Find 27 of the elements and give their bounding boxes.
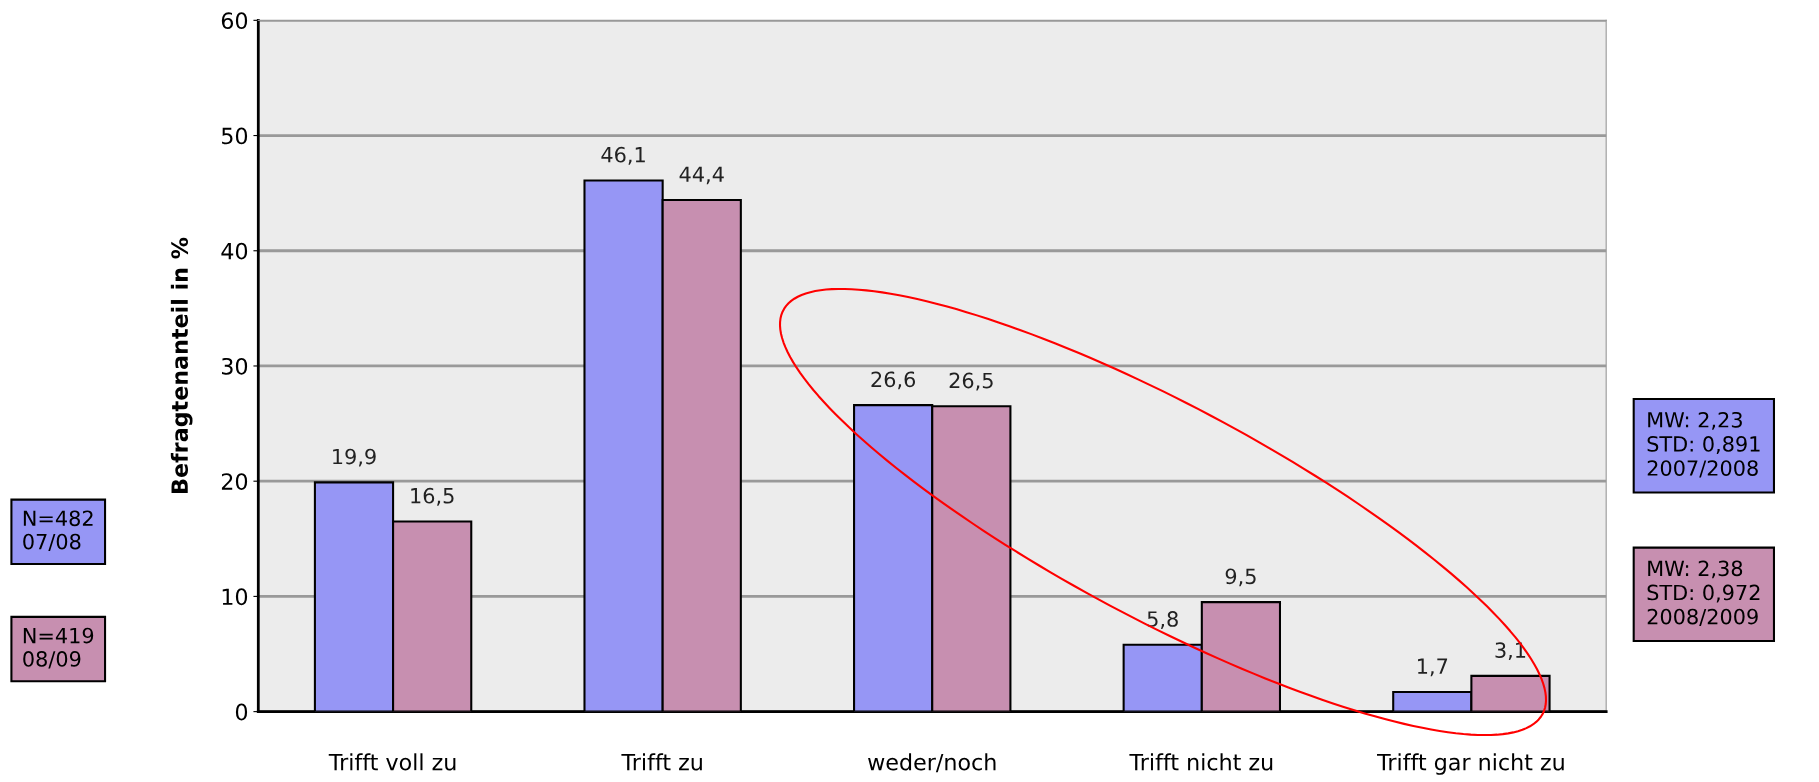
- y-tick-label: 0: [235, 703, 248, 721]
- data-label: 1,7: [1418, 658, 1448, 677]
- data-label: 19,9: [333, 448, 376, 467]
- data-label: 9,5: [1225, 568, 1256, 587]
- x-tick-label: weder/noch: [868, 753, 996, 773]
- y-tick-label: 60: [221, 12, 248, 30]
- data-label: 44,4: [679, 166, 724, 185]
- y-tick-label: 20: [221, 473, 248, 490]
- y-tick-label: 30: [221, 357, 248, 375]
- text: N=419 08/09: [23, 627, 94, 669]
- x-tick-label: Trifft zu: [621, 753, 702, 771]
- x-tick-label: Trifft voll zu: [328, 753, 456, 771]
- y-tick-label: 40: [221, 242, 248, 260]
- x-tick-label: Trifft nicht zu: [1129, 753, 1273, 771]
- y-tick-label: 50: [222, 127, 248, 145]
- data-label: 26,5: [949, 372, 993, 391]
- data-label: 26,6: [871, 371, 916, 390]
- text: MW: 2,23 STD: 0,891 2007/2008: [1647, 411, 1760, 478]
- text: MW: 2,38 STD: 0,972 2008/2009: [1647, 560, 1760, 627]
- data-label: 46,1: [601, 146, 645, 165]
- x-tick-label: Trifft gar nicht zu: [1377, 753, 1564, 775]
- data-label: 3,1: [1495, 642, 1526, 661]
- y-tick-label: 10: [222, 588, 248, 606]
- data-label: 5,8: [1147, 611, 1178, 629]
- data-label: 16,5: [411, 487, 454, 506]
- text: N=482 07/08: [23, 510, 93, 552]
- y-axis-title: Befragtenanteil in %: [170, 237, 193, 493]
